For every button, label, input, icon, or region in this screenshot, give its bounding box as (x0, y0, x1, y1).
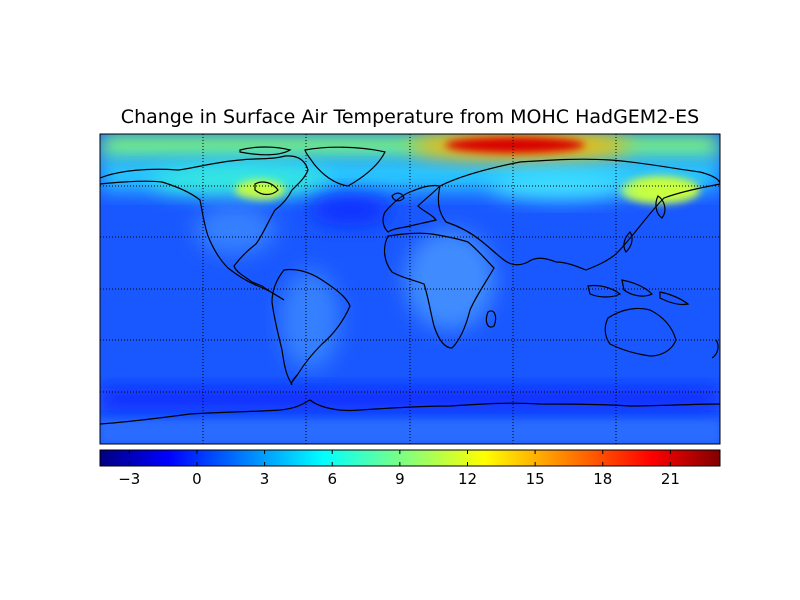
colorbar-gradient (99, 449, 721, 467)
colorbar-tick-label: 21 (661, 470, 680, 488)
colorbar-tick-label: 3 (260, 470, 270, 488)
colorbar-ticks: −3 0 3 6 9 12 15 18 21 (118, 450, 680, 488)
map-title: Change in Surface Air Temperature from M… (120, 106, 700, 128)
colorbar-tick-label: 18 (593, 470, 612, 488)
colorbar-tick-label: 0 (192, 470, 202, 488)
graticule (100, 134, 720, 444)
map-frame (99, 133, 721, 445)
colorbar-tick-label: 12 (458, 470, 477, 488)
colorbar-tick-label: 15 (526, 470, 545, 488)
coastlines (100, 146, 720, 425)
colorbar-tick-label: −3 (118, 470, 140, 488)
colorbar-tick-label: 6 (327, 470, 337, 488)
colorbar-tick-label: 9 (395, 470, 405, 488)
